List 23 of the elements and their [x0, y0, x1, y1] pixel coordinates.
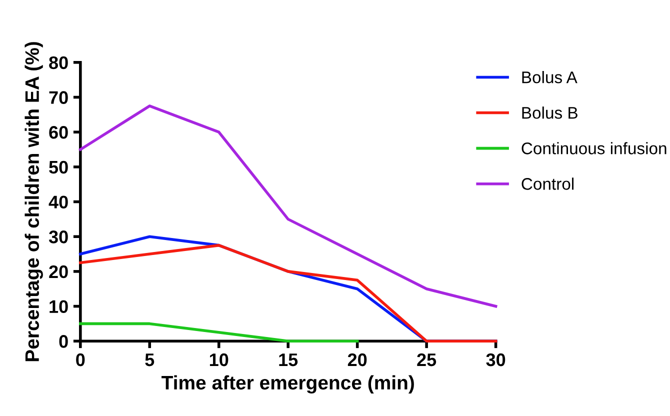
y-tick-label: 60 [49, 126, 68, 139]
x-tick-label: 0 [76, 353, 85, 366]
y-tick-label: 80 [49, 56, 68, 70]
y-tick-label: 0 [59, 335, 68, 348]
x-tick-label: 30 [486, 353, 506, 366]
y-tick-label: 30 [48, 230, 68, 244]
x-tick-label: 15 [279, 354, 298, 366]
legend-label: Bolus A [522, 71, 578, 84]
y-tick-label: 40 [48, 196, 68, 208]
y-tick-label: 20 [49, 265, 68, 278]
x-tick-label: 5 [145, 354, 154, 366]
y-tick-label: 70 [49, 91, 68, 104]
line-series [79, 104, 498, 308]
y-tick-label: 10 [50, 300, 68, 313]
x-axis-title: Time after emergence (min) [162, 375, 414, 394]
x-tick-label: 10 [210, 353, 228, 366]
legend-label: Continuous infusion [522, 142, 666, 154]
x-tick-label: 25 [417, 353, 436, 366]
legend-label: Control [522, 178, 574, 190]
legend-label: Bolus B [522, 106, 578, 119]
x-tick-label: 20 [348, 353, 367, 366]
y-axis-title: Percentage of children with EA (%) [24, 42, 43, 362]
y-tick-label: 50 [49, 160, 68, 174]
